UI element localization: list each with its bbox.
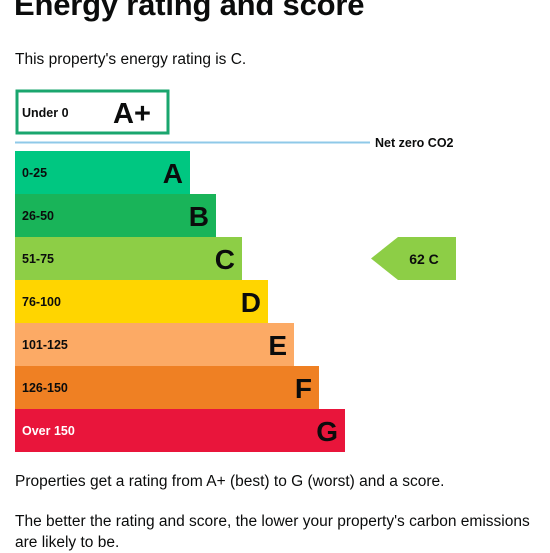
page-title: Energy rating and score	[14, 0, 365, 22]
band-e-bar	[15, 323, 294, 366]
band-c-letter: C	[215, 244, 235, 275]
band-f-letter: F	[295, 373, 312, 404]
energy-rating-chart: Under 0 A+ Net zero CO2 0-25 A 26-50 B 51-75 C 76…	[15, 89, 456, 452]
band-g-letter: G	[316, 416, 338, 447]
net-zero-label: Net zero CO2	[375, 136, 454, 150]
band-c-bar	[15, 237, 242, 280]
band-b-bar	[15, 194, 216, 237]
band-aplus-box	[15, 89, 170, 135]
band-g-range: Over 150	[22, 424, 75, 438]
band-a-range: 0-25	[22, 166, 47, 180]
carbon-explanation: The better the rating and score, the low…	[15, 513, 530, 551]
band-b-letter: B	[189, 201, 209, 232]
band-a-letter: A	[163, 158, 183, 189]
band-aplus-letter: A+	[113, 98, 151, 130]
band-f-range: 126-150	[22, 381, 68, 395]
band-f-bar	[15, 366, 319, 409]
band-b-range: 26-50	[22, 209, 54, 223]
rating-explanation: Properties get a rating from A+ (best) t…	[15, 473, 445, 490]
current-rating-label: 62 C	[409, 251, 439, 267]
band-aplus-range: Under 0	[22, 106, 69, 120]
band-a-bar	[15, 151, 190, 194]
band-d-letter: D	[241, 287, 261, 318]
current-rating-arrow	[371, 237, 456, 280]
band-g-bar	[15, 409, 345, 452]
band-e-letter: E	[268, 330, 287, 361]
band-c-range: 51-75	[22, 252, 54, 266]
band-e-range: 101-125	[22, 338, 68, 352]
band-d-bar	[15, 280, 268, 323]
rating-summary: This property's energy rating is C.	[15, 51, 247, 68]
band-d-range: 76-100	[22, 295, 61, 309]
